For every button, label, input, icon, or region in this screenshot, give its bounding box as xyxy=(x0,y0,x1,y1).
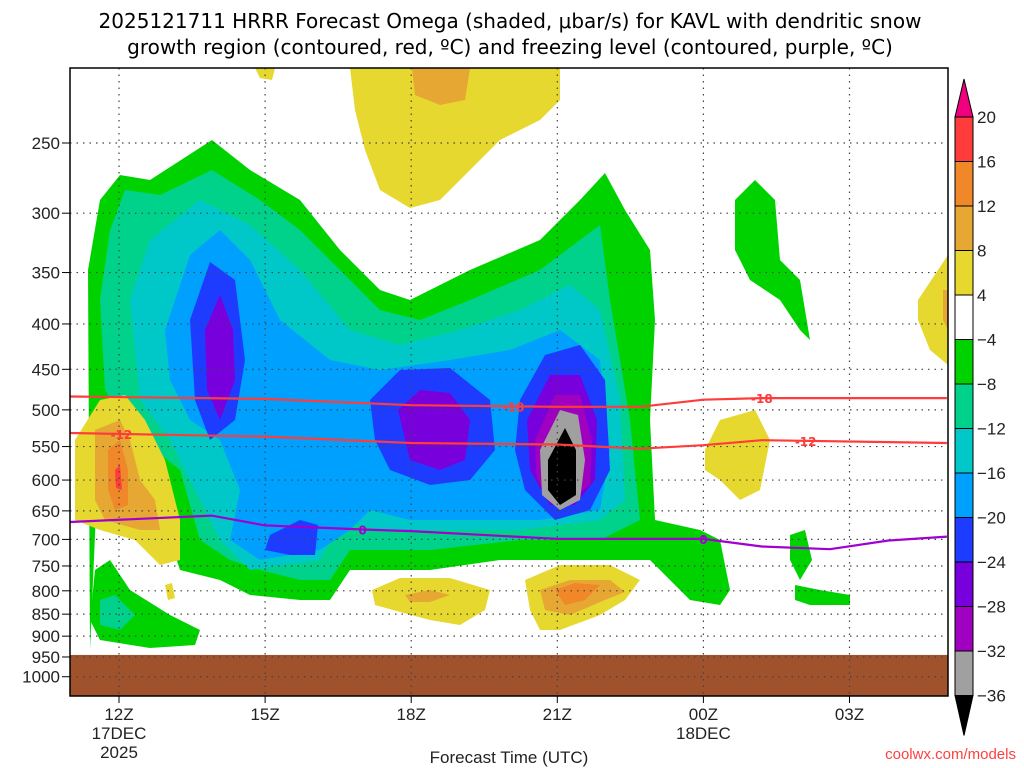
y-tick-label: 650 xyxy=(32,502,60,521)
colorbar-swatch xyxy=(954,650,974,696)
y-tick-label: 950 xyxy=(32,648,60,667)
colorbar-over-arrow xyxy=(954,78,974,118)
contour-lines: -18 -18 -12 -12 0 0 xyxy=(70,392,947,551)
x-tick-label: 21Z xyxy=(543,705,572,724)
credit-link[interactable]: coolwx.com/models xyxy=(885,746,1016,763)
y-tick-label: 300 xyxy=(32,204,60,223)
colorbar-level-label: −32 xyxy=(977,642,1006,661)
colorbar-swatch xyxy=(954,294,974,340)
chart-title-line1: 2025121711 HRRR Forecast Omega (shaded, … xyxy=(99,9,922,33)
colorbar-swatch xyxy=(954,561,974,607)
y-tick-label: 750 xyxy=(32,557,60,576)
shaded-omega-field: -18 -18 -12 -12 0 0 xyxy=(70,68,948,696)
y-tick-label: 250 xyxy=(32,134,60,153)
x-tick-label: 12Z xyxy=(104,705,133,724)
y-tick-label: 600 xyxy=(32,471,60,490)
colorbar-level-label: −8 xyxy=(977,375,996,394)
x-tick-label: 00Z xyxy=(689,705,718,724)
x-tick-label: 03Z xyxy=(835,705,864,724)
x-tick-label: 18Z xyxy=(397,705,426,724)
colorbar-swatch xyxy=(954,606,974,652)
contour-label: 0 xyxy=(358,523,366,537)
colorbar-level-label: 12 xyxy=(977,197,996,216)
colorbar-legend: 20 16 12 8 4 −4 −8 −12 −16 −20 −24 −28 −32 −36 xyxy=(954,78,1006,736)
gridlines xyxy=(70,68,948,696)
y-tick-label: 1000 xyxy=(22,668,60,687)
y-axis: 250 300 350 400 450 500 550 600 650 700 750 800 850 9… xyxy=(22,134,70,687)
colorbar-swatch xyxy=(954,472,974,518)
colorbar-level-label: 4 xyxy=(977,286,986,305)
x-tick-date: 18DEC xyxy=(676,724,731,743)
ground-below-surface xyxy=(70,654,948,696)
y-tick-label: 500 xyxy=(32,401,60,420)
y-tick-label: 550 xyxy=(32,438,60,457)
colorbar-level-label: −12 xyxy=(977,420,1006,439)
colorbar-level-label: −24 xyxy=(977,553,1006,572)
contour-dgz-minus12 xyxy=(70,431,947,450)
colorbar-swatch xyxy=(954,161,974,207)
y-tick-label: 400 xyxy=(32,315,60,334)
colorbar-level-label: 8 xyxy=(977,242,986,261)
colorbar-swatch xyxy=(954,205,974,251)
plot-frame xyxy=(69,67,949,697)
colorbar-swatch xyxy=(954,383,974,429)
x-tick-year: 2025 xyxy=(100,743,138,762)
colorbar-swatch xyxy=(954,250,974,296)
contour-freezing-level-0 xyxy=(70,514,947,551)
colorbar-level-label: −4 xyxy=(977,331,996,350)
contour-label: -12 xyxy=(795,435,817,449)
contour-label: 0 xyxy=(699,533,707,547)
colorbar-swatch xyxy=(954,517,974,563)
x-axis-label: Forecast Time (UTC) xyxy=(430,748,589,767)
y-tick-label: 800 xyxy=(32,582,60,601)
y-tick-label: 900 xyxy=(32,627,60,646)
colorbar-level-label: −20 xyxy=(977,509,1006,528)
colorbar-under-arrow xyxy=(954,695,974,736)
y-tick-label: 700 xyxy=(32,530,60,549)
omega-level-plus4 xyxy=(75,68,948,630)
contour-dgz-minus18 xyxy=(70,395,947,408)
x-tick-date: 17DEC xyxy=(92,724,147,743)
contour-label: -18 xyxy=(751,392,773,406)
colorbar-level-label: −36 xyxy=(977,687,1006,706)
colorbar-swatch xyxy=(954,339,974,385)
colorbar-swatch xyxy=(954,428,974,474)
colorbar-level-label: 16 xyxy=(977,153,996,172)
contour-label: -18 xyxy=(503,400,525,414)
omega-level-minus36 xyxy=(548,428,576,505)
colorbar-level-label: 20 xyxy=(977,108,996,127)
y-tick-label: 450 xyxy=(32,360,60,379)
chart-title-line2: growth region (contoured, red, ºC) and f… xyxy=(127,35,893,59)
colorbar-swatch xyxy=(954,116,974,162)
colorbar-level-label: −28 xyxy=(977,598,1006,617)
contour-label: -12 xyxy=(111,428,133,442)
x-tick-label: 15Z xyxy=(250,705,279,724)
colorbar-level-label: −16 xyxy=(977,464,1006,483)
y-tick-label: 850 xyxy=(32,605,60,624)
y-tick-label: 350 xyxy=(32,264,60,283)
